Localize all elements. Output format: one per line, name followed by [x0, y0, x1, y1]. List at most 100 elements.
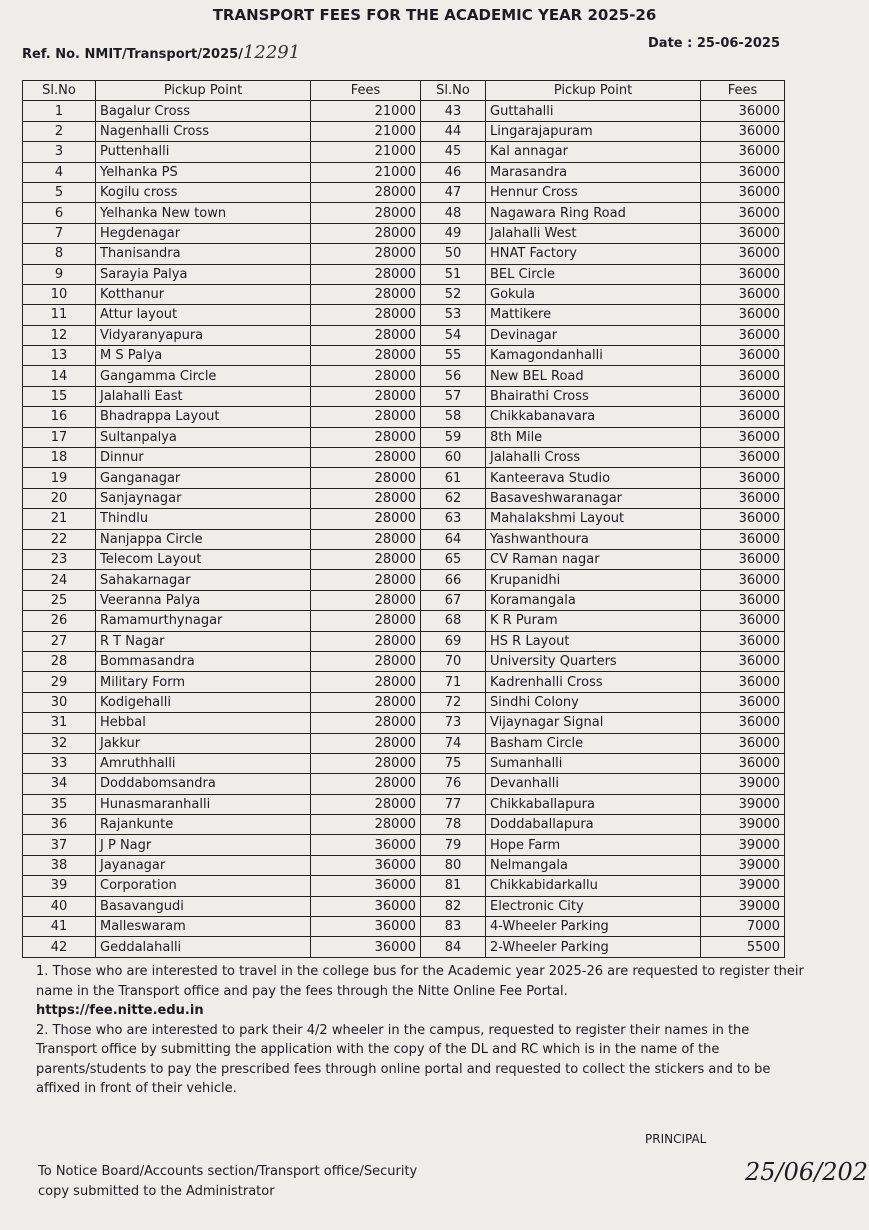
ref-text: Ref. No. NMIT/Transport/2025/: [22, 47, 243, 62]
cell: 54: [420, 324, 486, 347]
cell: 4-Wheeler Parking: [485, 916, 701, 938]
cell: 11: [22, 304, 96, 326]
cell: 60: [420, 447, 486, 469]
cell: Nelmangala: [485, 854, 701, 877]
cell: 22: [22, 528, 96, 550]
cell: 28000: [310, 467, 421, 489]
cell: 36000: [700, 671, 785, 693]
cell: 43: [420, 100, 486, 122]
cell: 39000: [700, 854, 785, 877]
cell: 50: [420, 243, 486, 265]
cell: Hunasmaranhalli: [95, 793, 311, 816]
cell: 80: [420, 854, 486, 877]
cell: 36000: [700, 528, 785, 550]
table-row: 25 Veeranna Palya 28000 67 Koramangala 36000: [22, 589, 785, 612]
cell: 36000: [700, 467, 785, 489]
cell: 58: [420, 406, 486, 428]
cell: HNAT Factory: [485, 243, 701, 265]
table-row: 40 Basavangudi 36000 82 Electronic City 39000: [22, 895, 785, 918]
cell: 36000: [700, 447, 785, 469]
cell: BEL Circle: [485, 263, 701, 285]
cell: Basaveshwaranagar: [485, 487, 701, 510]
table-row: 42 Geddalahalli 36000 84 2-Wheeler Parking 55…: [22, 936, 785, 958]
table-row: 29 Military Form 28000 71 Kadrenhalli Cross 3…: [22, 671, 785, 693]
column-header: Fees: [700, 79, 785, 102]
cell: Jalahalli East: [95, 385, 311, 408]
cell: 36000: [700, 365, 785, 387]
table-row: 30 Kodigehalli 28000 72 Sindhi Colony 36000: [22, 691, 785, 714]
cell: 66: [420, 569, 486, 591]
cell: Sahakarnagar: [95, 569, 311, 591]
cell: 28000: [310, 630, 421, 652]
header-row: Sl.No Pickup Point Fees Sl.No Pickup Point Fe…: [22, 79, 785, 102]
cell: Nagenhalli Cross: [95, 120, 311, 143]
table-row: 10 Kotthanur 28000 52 Gokula 36000: [22, 283, 785, 306]
cell: 39000: [700, 773, 785, 795]
cell: 28000: [310, 243, 421, 265]
cell: 39000: [700, 793, 785, 816]
cell: 36000: [310, 936, 421, 958]
cell: 17: [22, 426, 96, 449]
cell: 12: [22, 324, 96, 347]
cell: 36000: [700, 752, 785, 775]
cell: 39000: [700, 814, 785, 836]
table-row: 39 Corporation 36000 81 Chikkabidarkallu 3900…: [22, 875, 785, 897]
cell: 36000: [700, 650, 785, 673]
cell: 39: [22, 875, 96, 897]
cell: Sindhi Colony: [485, 691, 701, 714]
table-row: 19 Ganganagar 28000 61 Kanteerava Studio 3600…: [22, 467, 785, 489]
cell: 36000: [700, 263, 785, 285]
cell: Hennur Cross: [485, 181, 701, 204]
cell: 30: [22, 691, 96, 714]
cell: 63: [420, 508, 486, 530]
cell: 19: [22, 467, 96, 489]
column-header: Sl.No: [22, 79, 96, 102]
cell: 37: [22, 834, 96, 856]
cell: Kamagondanhalli: [485, 345, 701, 367]
cell: 27: [22, 630, 96, 652]
cell: Puttenhalli: [95, 141, 311, 163]
table-row: 17 Sultanpalya 28000 59 8th Mile 36000: [22, 426, 785, 449]
cell: Bommasandra: [95, 650, 311, 673]
cell: 36000: [310, 854, 421, 877]
cell: Vidyaranyapura: [95, 324, 311, 347]
cell: 9: [22, 263, 96, 285]
cell: 21000: [310, 120, 421, 143]
table-row: 26 Ramamurthynagar 28000 68 K R Puram 36000: [22, 610, 785, 632]
cell: 55: [420, 345, 486, 367]
cell: Gokula: [485, 283, 701, 306]
cell: Krupanidhi: [485, 569, 701, 591]
cell: 36000: [700, 406, 785, 428]
cell: Yelhanka PS: [95, 161, 311, 183]
cell: 28000: [310, 263, 421, 285]
cell: Veeranna Palya: [95, 589, 311, 612]
cell: 64: [420, 528, 486, 550]
cell: 23: [22, 548, 96, 571]
cell: 21000: [310, 141, 421, 163]
cell: 36000: [700, 120, 785, 143]
cell: 21000: [310, 100, 421, 122]
cell: 28000: [310, 202, 421, 224]
cell: 35: [22, 793, 96, 816]
table-row: 12 Vidyaranyapura 28000 54 Devinagar 36000: [22, 324, 785, 347]
cell: University Quarters: [485, 650, 701, 673]
cell: Geddalahalli: [95, 936, 311, 958]
cell: 36000: [700, 712, 785, 734]
table-row: 3 Puttenhalli 21000 45 Kal annagar 36000: [22, 141, 785, 163]
cell: 77: [420, 793, 486, 816]
cell: 69: [420, 630, 486, 652]
cell: 47: [420, 181, 486, 204]
cell: Jalahalli Cross: [485, 447, 701, 469]
note: 2. Those who are interested to park thei…: [36, 1022, 771, 1097]
footer-line: To Notice Board/Accounts section/Transpo…: [38, 1164, 418, 1179]
cell: 36000: [700, 569, 785, 591]
cell: Devanhalli: [485, 773, 701, 795]
cell: HS R Layout: [485, 630, 701, 652]
cell: Doddabomsandra: [95, 773, 311, 795]
cell: 36000: [700, 732, 785, 754]
cell: 65: [420, 548, 486, 571]
cell: 28000: [310, 712, 421, 734]
cell: 5500: [700, 936, 785, 958]
cell: 28000: [310, 773, 421, 795]
